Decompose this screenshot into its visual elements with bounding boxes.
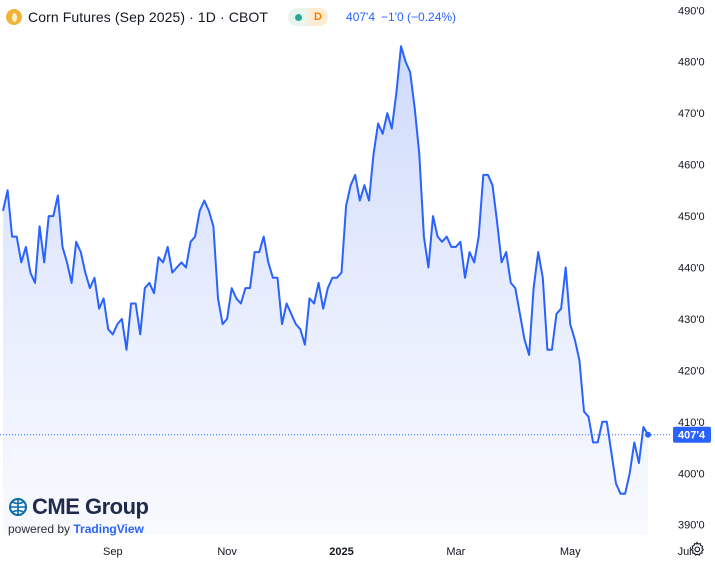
cme-logo-row: CME Group — [8, 494, 149, 520]
x-tick-label: Mar — [446, 546, 465, 558]
y-tick-label: 430'0 — [678, 314, 705, 326]
y-tick-label: 390'0 — [678, 520, 705, 532]
x-tick-label: 2025 — [329, 546, 353, 558]
last-price-label-bg — [673, 426, 711, 443]
x-tick-label: Nov — [217, 546, 237, 558]
x-axis[interactable]: Sep Nov 2025 Mar May Jul — [103, 546, 692, 558]
tradingview-brand: TradingView — [73, 522, 144, 536]
y-tick-label: 410'0 — [678, 417, 705, 429]
cme-logo[interactable]: CME Group powered by TradingView — [8, 494, 149, 536]
series-line — [2, 45, 649, 495]
x-tick-label: May — [560, 546, 581, 558]
market-status-dot — [294, 13, 302, 21]
last-price: 407'4 — [346, 10, 376, 24]
market-status-indicator — [288, 8, 309, 26]
last-price-label-text: 407'4 — [678, 430, 706, 442]
symbol-title[interactable]: Corn Futures (Sep 2025) · 1D · CBOT — [28, 9, 269, 25]
last-price-label: 407'4 — [673, 426, 711, 443]
y-axis[interactable]: 390'0 400'0 410'0 420'0 430'0 440'0 450'0 460'0… — [678, 5, 705, 531]
y-tick-label: 470'0 — [678, 108, 705, 120]
y-tick-label: 450'0 — [678, 211, 705, 223]
powered-prefix: powered by — [8, 522, 71, 536]
chart-legend[interactable]: Corn Futures (Sep 2025) · 1D · CBOT D 40… — [6, 6, 456, 28]
corn-icon — [6, 9, 22, 25]
cme-brand-text: CME Group — [32, 494, 149, 519]
y-tick-label: 440'0 — [678, 263, 705, 275]
cme-globe-icon — [9, 498, 27, 516]
market-status[interactable]: D — [288, 8, 329, 26]
y-tick-label: 460'0 — [678, 160, 705, 172]
y-tick-label: 480'0 — [678, 57, 705, 69]
gear-icon[interactable] — [689, 541, 705, 557]
last-price-dot — [645, 431, 651, 438]
x-tick-label: Sep — [103, 546, 123, 558]
y-tick-label: 490'0 — [678, 5, 705, 17]
x-tick-label: Jul — [678, 546, 692, 558]
y-tick-label: 400'0 — [678, 468, 705, 480]
powered-by: powered by TradingView — [8, 522, 149, 536]
series-area-fill — [3, 46, 648, 536]
y-tick-label: 420'0 — [678, 365, 705, 377]
delay-badge: D — [308, 8, 329, 26]
price-change: −1'0 (−0.24%) — [381, 10, 457, 24]
